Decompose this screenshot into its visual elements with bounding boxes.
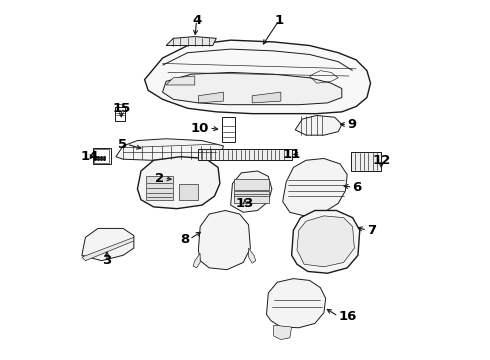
Text: 7: 7	[367, 224, 376, 237]
Polygon shape	[267, 279, 326, 328]
Text: 2: 2	[155, 172, 164, 185]
Bar	[179, 184, 198, 200]
Polygon shape	[137, 157, 220, 209]
Text: 11: 11	[282, 148, 300, 161]
Polygon shape	[82, 228, 134, 261]
Text: 14: 14	[81, 150, 99, 163]
Text: 13: 13	[236, 197, 254, 210]
Bar	[234, 191, 270, 203]
Text: 3: 3	[102, 254, 112, 267]
Text: 10: 10	[191, 122, 209, 135]
Text: 6: 6	[353, 181, 362, 194]
Bar	[198, 149, 292, 160]
Polygon shape	[248, 248, 256, 263]
Text: 1: 1	[274, 14, 284, 27]
Polygon shape	[231, 171, 272, 212]
Bar	[351, 152, 381, 171]
Text: 12: 12	[372, 154, 391, 167]
Bar	[234, 179, 270, 190]
Polygon shape	[292, 211, 360, 273]
Text: 16: 16	[338, 310, 357, 323]
Polygon shape	[116, 139, 223, 160]
Text: 9: 9	[347, 118, 356, 131]
Polygon shape	[198, 92, 223, 103]
Bar	[147, 176, 173, 200]
Polygon shape	[252, 92, 281, 103]
Polygon shape	[297, 216, 354, 267]
Polygon shape	[198, 211, 250, 270]
Polygon shape	[283, 158, 347, 216]
Polygon shape	[82, 237, 134, 261]
Polygon shape	[193, 253, 200, 268]
Text: 15: 15	[112, 102, 130, 115]
Polygon shape	[166, 76, 195, 85]
Polygon shape	[145, 40, 370, 114]
Polygon shape	[166, 37, 216, 45]
Polygon shape	[163, 72, 342, 105]
Text: 5: 5	[118, 138, 126, 150]
Text: 8: 8	[180, 233, 190, 246]
Text: 4: 4	[192, 14, 201, 27]
Bar	[94, 149, 109, 163]
Bar	[93, 148, 111, 164]
Bar	[221, 117, 235, 142]
Polygon shape	[295, 116, 342, 135]
Bar	[115, 107, 125, 121]
Polygon shape	[274, 325, 292, 339]
